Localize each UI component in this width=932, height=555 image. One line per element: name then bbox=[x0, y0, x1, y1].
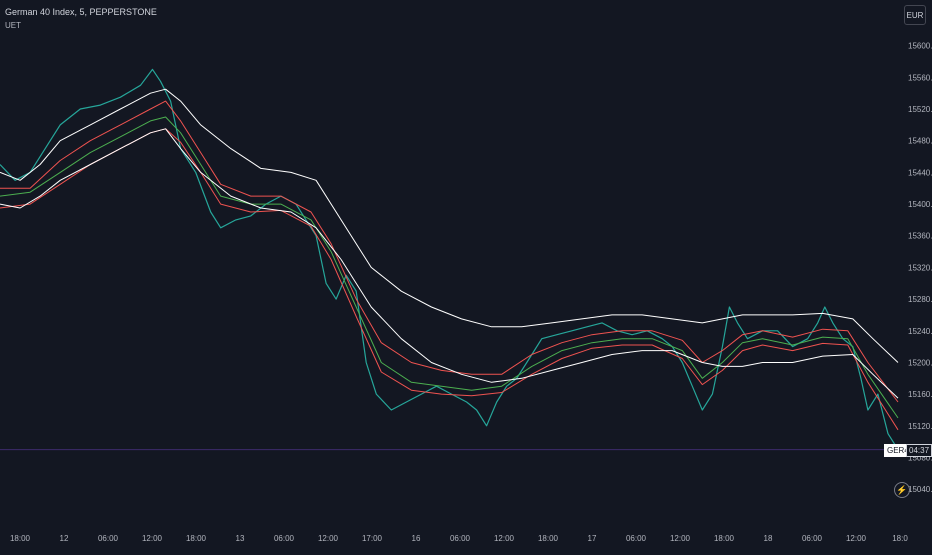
y-tick-label: 15440.0 bbox=[908, 168, 932, 177]
series-band-outer-lower bbox=[0, 128, 899, 399]
x-tick-label: 06:00 bbox=[626, 534, 647, 543]
y-tick-label: 15120.0 bbox=[908, 422, 932, 431]
indicator-label: UET bbox=[5, 21, 21, 30]
price-axis[interactable]: 15040.0 15080.0 15120.0 15160.0 15200.0 15240… bbox=[908, 42, 932, 494]
y-tick-label: 15080.0 bbox=[908, 453, 932, 462]
series-layer bbox=[0, 68, 899, 451]
x-tick-label: 18:00 bbox=[10, 534, 31, 543]
x-tick-label: 18:00 bbox=[714, 534, 735, 543]
x-tick-label: 12:00 bbox=[318, 534, 339, 543]
y-tick-label: 15360.0 bbox=[908, 232, 932, 241]
series-band-outer-upper bbox=[0, 88, 899, 363]
y-tick-label: 15520.0 bbox=[908, 105, 932, 114]
x-tick-label: 12:00 bbox=[494, 534, 515, 543]
x-tick-label: 12:00 bbox=[846, 534, 867, 543]
x-tick-label: 17:00 bbox=[362, 534, 383, 543]
series-band-mid-upper bbox=[0, 100, 899, 403]
symbol-title: German 40 Index, 5, PEPPERSTONE bbox=[5, 7, 157, 17]
series-price bbox=[0, 68, 899, 450]
x-tick-label: 16 bbox=[412, 534, 421, 543]
x-tick-label: 18:00 bbox=[186, 534, 207, 543]
y-tick-label: 15160.0 bbox=[908, 390, 932, 399]
y-tick-label: 15320.0 bbox=[908, 263, 932, 272]
chart-legend: German 40 Index, 5, PEPPERSTONE UET bbox=[5, 6, 157, 32]
y-tick-label: 15200.0 bbox=[908, 358, 932, 367]
x-tick-label: 12:00 bbox=[670, 534, 691, 543]
y-tick-label: 15480.0 bbox=[908, 137, 932, 146]
x-tick-label: 18 bbox=[764, 534, 773, 543]
bolt-icon[interactable]: ⚡ bbox=[894, 482, 910, 498]
x-tick-label: 13 bbox=[236, 534, 245, 543]
series-band-inner bbox=[0, 116, 899, 419]
x-tick-label: 12 bbox=[60, 534, 69, 543]
series-band-mid-lower bbox=[0, 128, 899, 431]
y-tick-label: 15040.0 bbox=[908, 485, 932, 494]
x-tick-label: 06:00 bbox=[802, 534, 823, 543]
x-tick-label: 06:00 bbox=[450, 534, 471, 543]
time-axis[interactable]: 18:00 12 06:00 12:00 18:00 13 06:00 12:00 17:00 1… bbox=[10, 534, 908, 543]
x-tick-label: 18:0 bbox=[892, 534, 908, 543]
y-tick-label: 15560.0 bbox=[908, 73, 932, 82]
y-tick-label: 15400.0 bbox=[908, 200, 932, 209]
bar-countdown-tag: 04:37 bbox=[906, 443, 932, 457]
y-tick-label: 15240.0 bbox=[908, 327, 932, 336]
x-tick-label: 18:00 bbox=[538, 534, 559, 543]
currency-button[interactable]: EUR bbox=[904, 5, 926, 25]
y-tick-label: 15600.0 bbox=[908, 42, 932, 51]
x-tick-label: 12:00 bbox=[142, 534, 163, 543]
x-tick-label: 06:00 bbox=[274, 534, 295, 543]
y-tick-label: 15280.0 bbox=[908, 295, 932, 304]
x-tick-label: 06:00 bbox=[98, 534, 119, 543]
x-tick-label: 17 bbox=[588, 534, 597, 543]
